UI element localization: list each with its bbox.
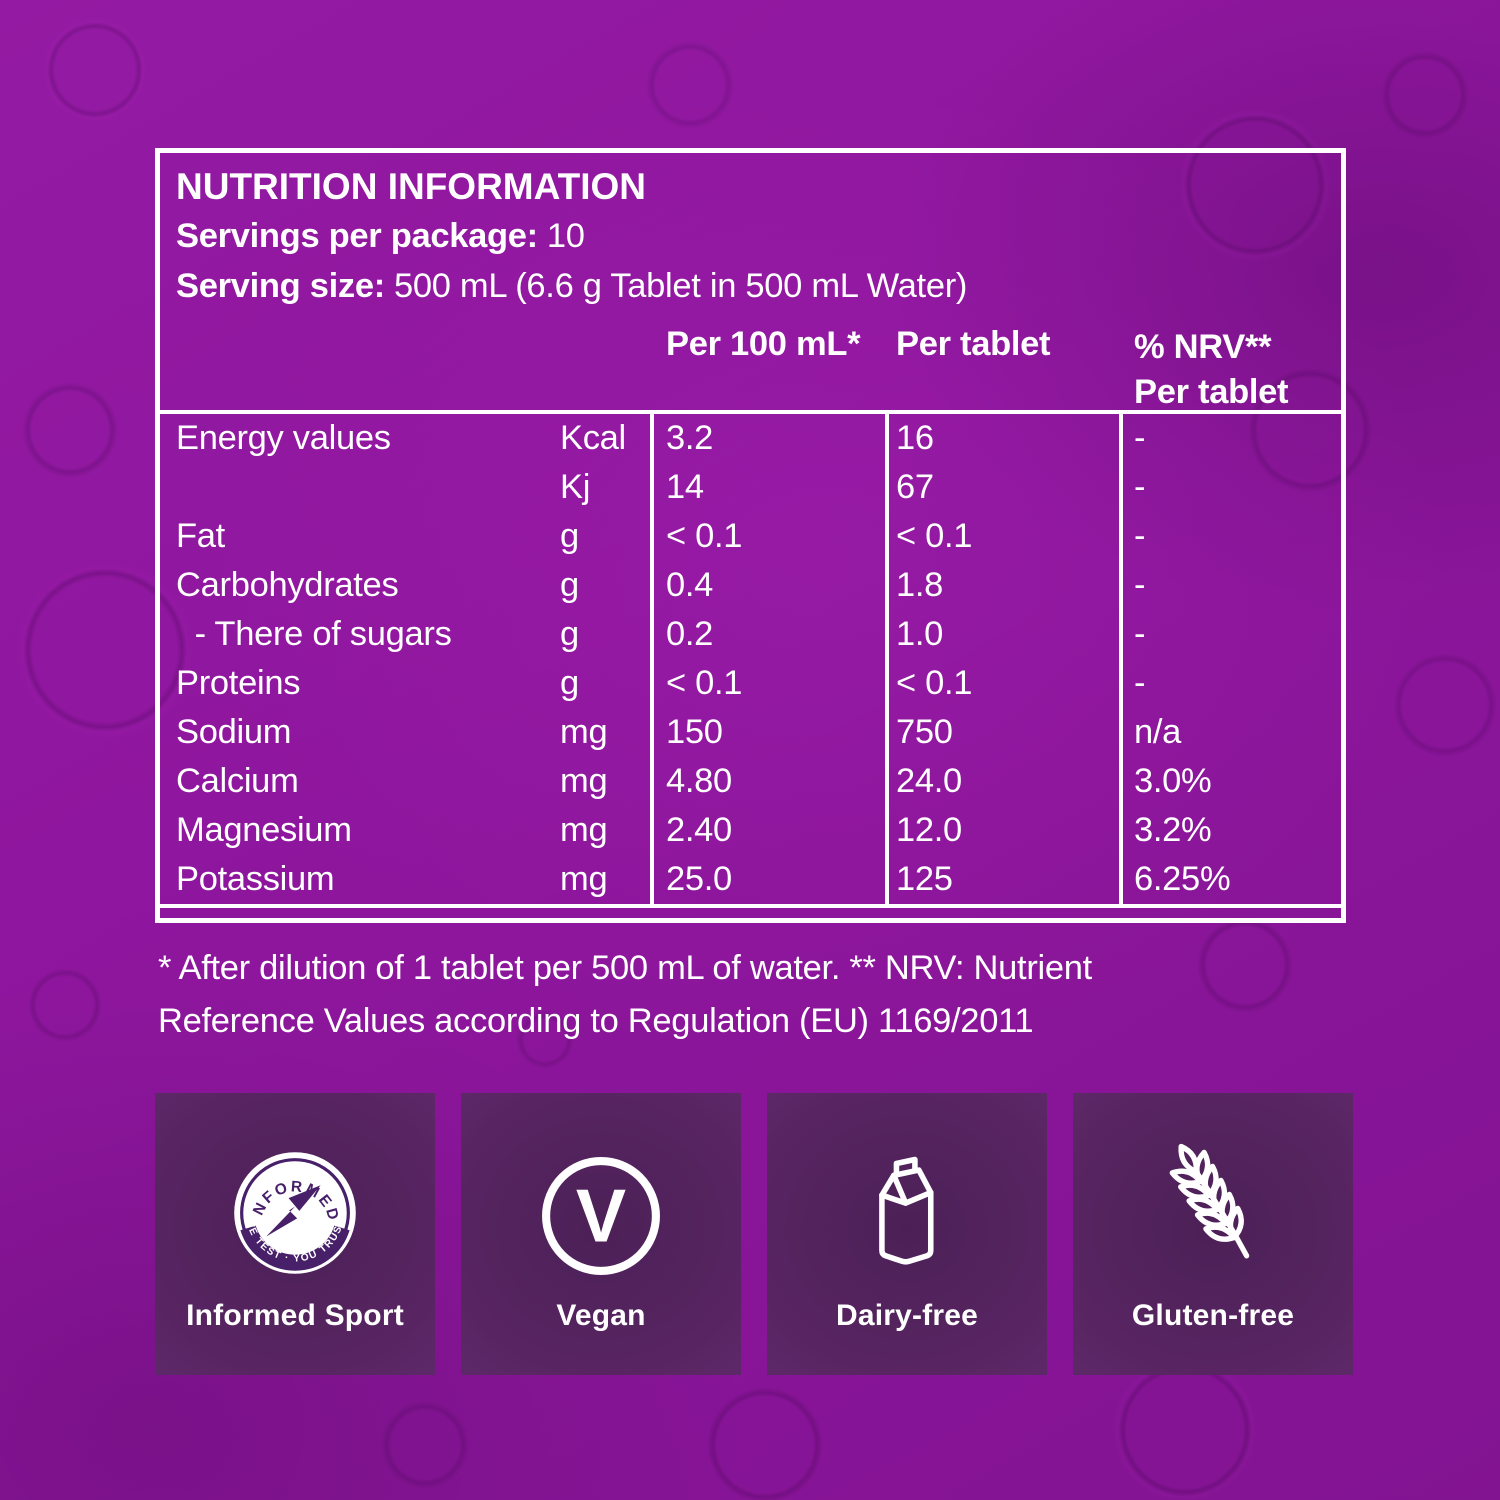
value-per-100ml: < 0.1 [666,517,743,555]
value-per-100ml: 25.0 [666,860,732,898]
badge-gluten-free: Gluten-free [1073,1093,1353,1375]
panel-header: NUTRITION INFORMATION Servings per packa… [160,163,1341,411]
badge-label-dairy-free: Dairy-free [835,1299,979,1332]
value-per-tablet: 12.0 [896,811,962,849]
nutrient-name: Fat [176,517,225,555]
nutrient-name: Proteins [176,664,301,702]
value-per-100ml: 2.40 [666,811,732,849]
nutrient-name: Calcium [176,762,299,800]
serving-size-label: Serving size: [176,267,385,305]
table-row: Magnesium mg 2.40 12.0 3.2% [160,806,1341,855]
value-per-tablet: 1.0 [896,615,944,653]
nutrient-unit: mg [560,860,608,898]
servings-label: Servings per package: [176,217,538,255]
value-per-100ml: 150 [666,713,723,751]
nutrient-name: Carbohydrates [176,566,399,604]
value-nrv-per-tablet: - [1134,468,1146,506]
table-row: Kj 14 67 - [160,463,1341,512]
badge-label-vegan: Vegan [556,1299,646,1332]
vegan-letter: V [576,1173,626,1257]
table-row: Carbohydrates g 0.4 1.8 - [160,561,1341,610]
nutrient-name: Magnesium [176,811,352,849]
nutrient-name: Potassium [176,860,335,898]
table-row: Calcium mg 4.80 24.0 3.0% [160,757,1341,806]
nutrient-unit: Kcal [560,419,626,457]
nutrient-name: Energy values [176,419,391,457]
serving-size-line: Serving size: 500 mL (6.6 g Tablet in 500… [176,261,1325,311]
nutrient-unit: mg [560,811,608,849]
value-nrv-per-tablet: 6.25% [1134,860,1231,898]
column-header-nrv: % NRV** Per tablet [1134,325,1289,415]
serving-size-value: 500 mL (6.6 g Tablet in 500 mL Water) [393,267,968,305]
value-per-100ml: 4.80 [666,762,732,800]
value-nrv-per-tablet: 3.0% [1134,762,1212,800]
column-header-per-tablet: Per tablet [896,325,1051,363]
value-per-tablet: 125 [896,860,953,898]
badge-informed-sport: INFORMED WE TEST · YOU TRUST Informed Sp… [155,1093,435,1375]
table-row: Proteins g < 0.1 < 0.1 - [160,659,1341,708]
nutrient-unit: g [560,664,579,702]
informed-sport-seal-icon: INFORMED WE TEST · YOU TRUST [231,1149,356,1274]
nutrient-unit: mg [560,713,608,751]
value-nrv-per-tablet: 3.2% [1134,811,1212,849]
footnote: * After dilution of 1 tablet per 500 mL … [158,949,1092,1040]
vegan-v-circle-icon: V [542,1157,660,1275]
table-row: Energy values Kcal 3.2 16 - [160,414,1341,463]
value-per-100ml: 0.2 [666,615,714,653]
column-divider [650,414,654,904]
badge-label-gluten-free: Gluten-free [1131,1299,1295,1332]
nutrient-name: Sodium [176,713,292,751]
table-row: Sodium mg 150 750 n/a [160,708,1341,757]
nutrition-table: Energy values Kcal 3.2 16 - Kj 14 67 - [160,410,1341,908]
value-per-100ml: 0.4 [666,566,714,604]
value-per-tablet: 16 [896,419,934,457]
nutrient-unit: g [560,517,579,555]
badge-row: INFORMED WE TEST · YOU TRUST Informed Sp… [155,1093,1353,1375]
column-header-per-100ml: Per 100 mL* [666,325,861,363]
value-nrv-per-tablet: - [1134,566,1146,604]
value-per-tablet: < 0.1 [896,664,973,702]
table-row: Potassium mg 25.0 125 6.25% [160,855,1341,904]
value-per-tablet: 24.0 [896,762,962,800]
table-row: Fat g < 0.1 < 0.1 - [160,512,1341,561]
column-divider [1119,414,1123,904]
value-per-tablet: 67 [896,468,934,506]
nutrient-name: - There of sugars [176,615,452,653]
nutrition-table-rows: Energy values Kcal 3.2 16 - Kj 14 67 - [160,414,1341,904]
nutrient-unit: mg [560,762,608,800]
panel-title: NUTRITION INFORMATION [176,166,646,207]
value-nrv-per-tablet: - [1134,517,1146,555]
value-per-tablet: 750 [896,713,953,751]
table-row: - There of sugars g 0.2 1.0 - [160,610,1341,659]
wheat-ear-icon [1143,1141,1250,1259]
badge-dairy-free: Dairy-free [767,1093,1047,1375]
value-per-100ml: 3.2 [666,419,714,457]
servings-value: 10 [546,217,585,255]
column-headers: Per 100 mL* Per tablet % NRV** Per table… [160,311,1341,411]
value-per-tablet: < 0.1 [896,517,973,555]
nutrient-unit: g [560,615,579,653]
value-per-tablet: 1.8 [896,566,944,604]
milk-carton-icon [879,1156,934,1265]
badge-label-informed-sport: Informed Sport [186,1299,404,1332]
column-header-nrv-line2: Per tablet [1134,373,1289,411]
value-nrv-per-tablet: n/a [1134,713,1182,751]
nutrition-panel: NUTRITION INFORMATION Servings per packa… [155,148,1346,923]
value-nrv-per-tablet: - [1134,615,1146,653]
value-nrv-per-tablet: - [1134,419,1146,457]
column-header-nrv-line1: % NRV** [1134,328,1272,366]
value-per-100ml: < 0.1 [666,664,743,702]
nutrient-unit: Kj [560,468,591,506]
value-nrv-per-tablet: - [1134,664,1146,702]
value-per-100ml: 14 [666,468,704,506]
nutrient-unit: g [560,566,579,604]
column-divider [885,414,889,904]
badge-vegan: V Vegan [461,1093,741,1375]
servings-line: Servings per package: 10 [176,211,1325,261]
